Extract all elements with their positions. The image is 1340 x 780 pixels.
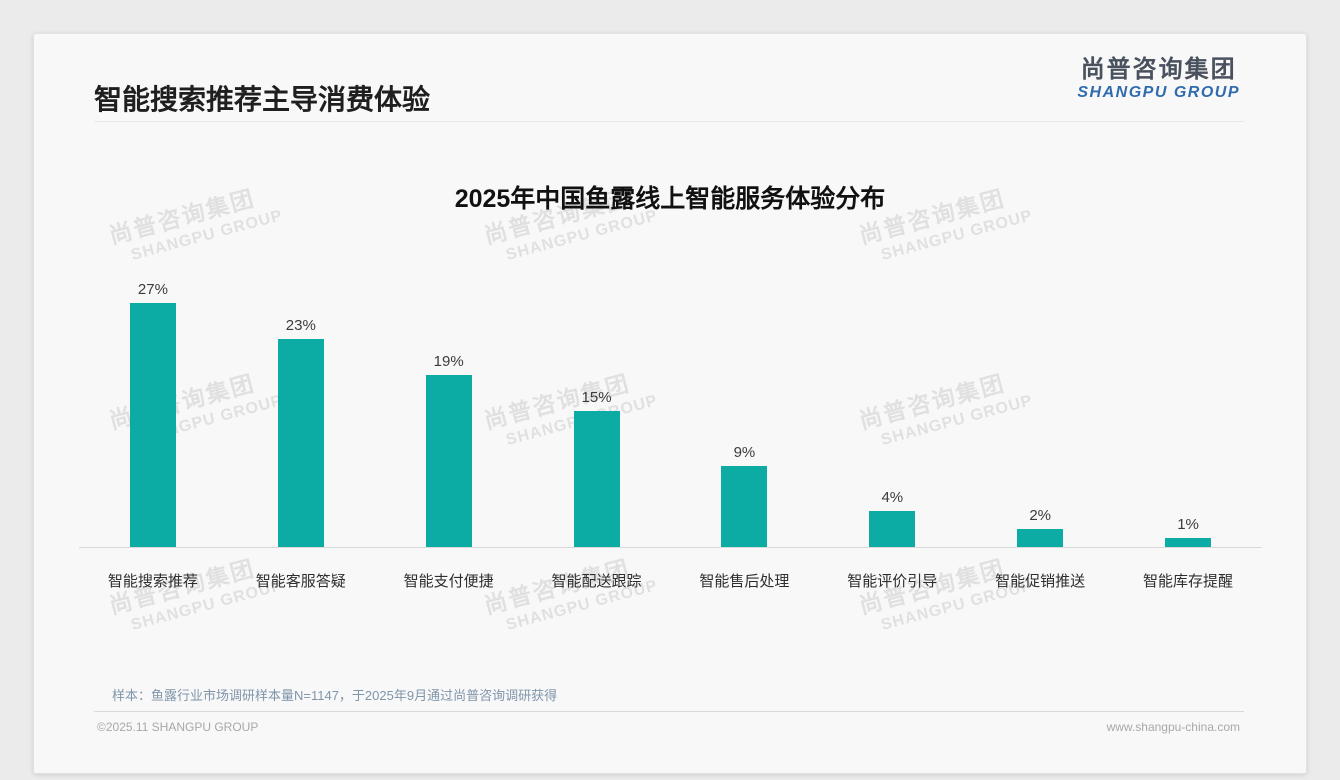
bar-category-label: 智能售后处理	[699, 573, 790, 590]
bar-column: 27%	[79, 258, 227, 547]
bar	[1017, 529, 1064, 547]
bar	[869, 511, 916, 547]
bar-value-label: 2%	[1029, 507, 1052, 524]
bar-category-label: 智能客服答疑	[255, 573, 346, 590]
bar	[425, 375, 472, 547]
logo-english-text: SHANGPU GROUP	[1077, 83, 1240, 101]
footer-divider	[94, 711, 1244, 712]
bar-category-label: 智能支付便捷	[403, 573, 494, 590]
bar-value-label: 15%	[581, 389, 612, 406]
bar-column: 19%	[375, 258, 523, 547]
bar-category-label: 智能搜索推荐	[107, 573, 198, 590]
bar-value-label: 27%	[137, 281, 168, 298]
bar-value-label: 23%	[285, 317, 316, 334]
page-title: 智能搜索推荐主导消费体验	[94, 84, 431, 115]
bar-column: 1%	[1114, 258, 1262, 547]
bar-column: 4%	[818, 258, 966, 547]
bar-value-label: 9%	[733, 444, 756, 461]
bar-value-label: 1%	[1177, 516, 1199, 533]
bar-category-label: 智能评价引导	[847, 573, 938, 590]
website-url: www.shangpu-china.com	[1106, 720, 1240, 734]
header-divider	[94, 121, 1244, 122]
sample-note: 样本：鱼露行业市场调研样本量N=1147，于2025年9月通过尚普咨询调研获得	[112, 688, 558, 703]
bar-column: 2%	[966, 258, 1114, 547]
bar	[573, 411, 620, 547]
bar	[1165, 538, 1212, 547]
bar	[277, 339, 324, 547]
company-logo: 尚普咨询集团 SHANGPU GROUP	[1077, 56, 1240, 102]
bar	[721, 466, 768, 547]
bar-value-label: 4%	[881, 489, 904, 506]
chart-title: 2025年中国鱼露线上智能服务体验分布	[454, 185, 886, 213]
bar-value-label: 19%	[433, 353, 464, 370]
bar-category-label: 智能配送跟踪	[551, 573, 642, 590]
bar-category-label: 智能促销推送	[995, 573, 1086, 590]
bar-category-label: 智能库存提醒	[1143, 573, 1234, 590]
bar	[129, 303, 176, 547]
copyright-text: ©2025.11 SHANGPU GROUP	[97, 720, 259, 734]
bar-column: 9%	[671, 258, 819, 547]
bar-chart-plot: 27% 23% 19% 15% 9% 4% 2% 1%	[79, 258, 1262, 548]
report-slide-card: 智能搜索推荐主导消费体验 尚普咨询集团 SHANGPU GROUP 尚普咨询集团…	[33, 33, 1307, 774]
logo-chinese-text: 尚普咨询集团	[1080, 56, 1237, 83]
bar-column: 23%	[227, 258, 375, 547]
bar-column: 15%	[523, 258, 671, 547]
category-axis-labels: 智能搜索推荐 智能客服答疑 智能支付便捷 智能配送跟踪 智能售后处理 智能评价引导 智能促销…	[79, 570, 1262, 591]
